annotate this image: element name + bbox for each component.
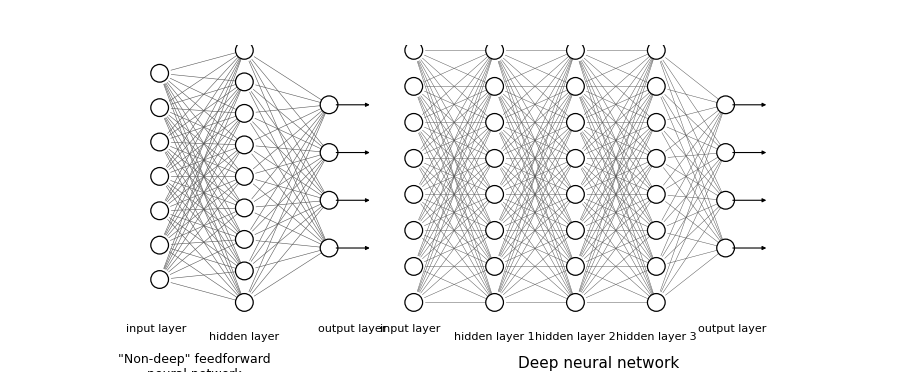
Circle shape bbox=[404, 42, 422, 59]
Text: hidden layer 1: hidden layer 1 bbox=[454, 332, 534, 342]
Circle shape bbox=[647, 294, 664, 311]
Circle shape bbox=[716, 96, 733, 114]
Circle shape bbox=[647, 186, 664, 203]
Circle shape bbox=[566, 222, 584, 239]
Circle shape bbox=[235, 42, 253, 59]
Text: output layer: output layer bbox=[318, 324, 386, 334]
Circle shape bbox=[404, 150, 422, 167]
Circle shape bbox=[485, 222, 503, 239]
Circle shape bbox=[235, 73, 253, 91]
Text: hidden layer 2: hidden layer 2 bbox=[535, 332, 615, 342]
Circle shape bbox=[404, 186, 422, 203]
Circle shape bbox=[485, 113, 503, 131]
Circle shape bbox=[647, 42, 664, 59]
Circle shape bbox=[235, 167, 253, 185]
Circle shape bbox=[566, 113, 584, 131]
Text: Deep neural network: Deep neural network bbox=[517, 356, 678, 371]
Text: output layer: output layer bbox=[697, 324, 766, 334]
Circle shape bbox=[647, 77, 664, 95]
Circle shape bbox=[566, 150, 584, 167]
Circle shape bbox=[151, 133, 168, 151]
Circle shape bbox=[647, 113, 664, 131]
Circle shape bbox=[235, 231, 253, 248]
Circle shape bbox=[235, 105, 253, 122]
Circle shape bbox=[566, 42, 584, 59]
Circle shape bbox=[235, 294, 253, 311]
Circle shape bbox=[566, 294, 584, 311]
Circle shape bbox=[716, 144, 733, 161]
Circle shape bbox=[404, 294, 422, 311]
Circle shape bbox=[485, 294, 503, 311]
Text: hidden layer: hidden layer bbox=[209, 332, 279, 342]
Circle shape bbox=[151, 236, 168, 254]
Circle shape bbox=[151, 202, 168, 219]
Text: input layer: input layer bbox=[380, 324, 439, 334]
Circle shape bbox=[566, 186, 584, 203]
Circle shape bbox=[716, 239, 733, 257]
Circle shape bbox=[151, 64, 168, 82]
Circle shape bbox=[320, 192, 337, 209]
Circle shape bbox=[404, 113, 422, 131]
Circle shape bbox=[647, 150, 664, 167]
Circle shape bbox=[151, 271, 168, 288]
Circle shape bbox=[485, 42, 503, 59]
Circle shape bbox=[566, 77, 584, 95]
Circle shape bbox=[235, 136, 253, 154]
Circle shape bbox=[320, 96, 337, 114]
Circle shape bbox=[235, 262, 253, 280]
Text: "Non-deep" feedforward
neural network: "Non-deep" feedforward neural network bbox=[118, 353, 270, 372]
Text: hidden layer 3: hidden layer 3 bbox=[616, 332, 696, 342]
Circle shape bbox=[404, 222, 422, 239]
Text: input layer: input layer bbox=[126, 324, 186, 334]
Circle shape bbox=[485, 257, 503, 275]
Circle shape bbox=[320, 239, 337, 257]
Circle shape bbox=[151, 99, 168, 116]
Circle shape bbox=[320, 144, 337, 161]
Circle shape bbox=[647, 222, 664, 239]
Circle shape bbox=[235, 199, 253, 217]
Circle shape bbox=[485, 150, 503, 167]
Circle shape bbox=[485, 77, 503, 95]
Circle shape bbox=[485, 186, 503, 203]
Circle shape bbox=[404, 77, 422, 95]
Circle shape bbox=[566, 257, 584, 275]
Circle shape bbox=[647, 257, 664, 275]
Circle shape bbox=[404, 257, 422, 275]
Circle shape bbox=[716, 192, 733, 209]
Circle shape bbox=[151, 167, 168, 185]
